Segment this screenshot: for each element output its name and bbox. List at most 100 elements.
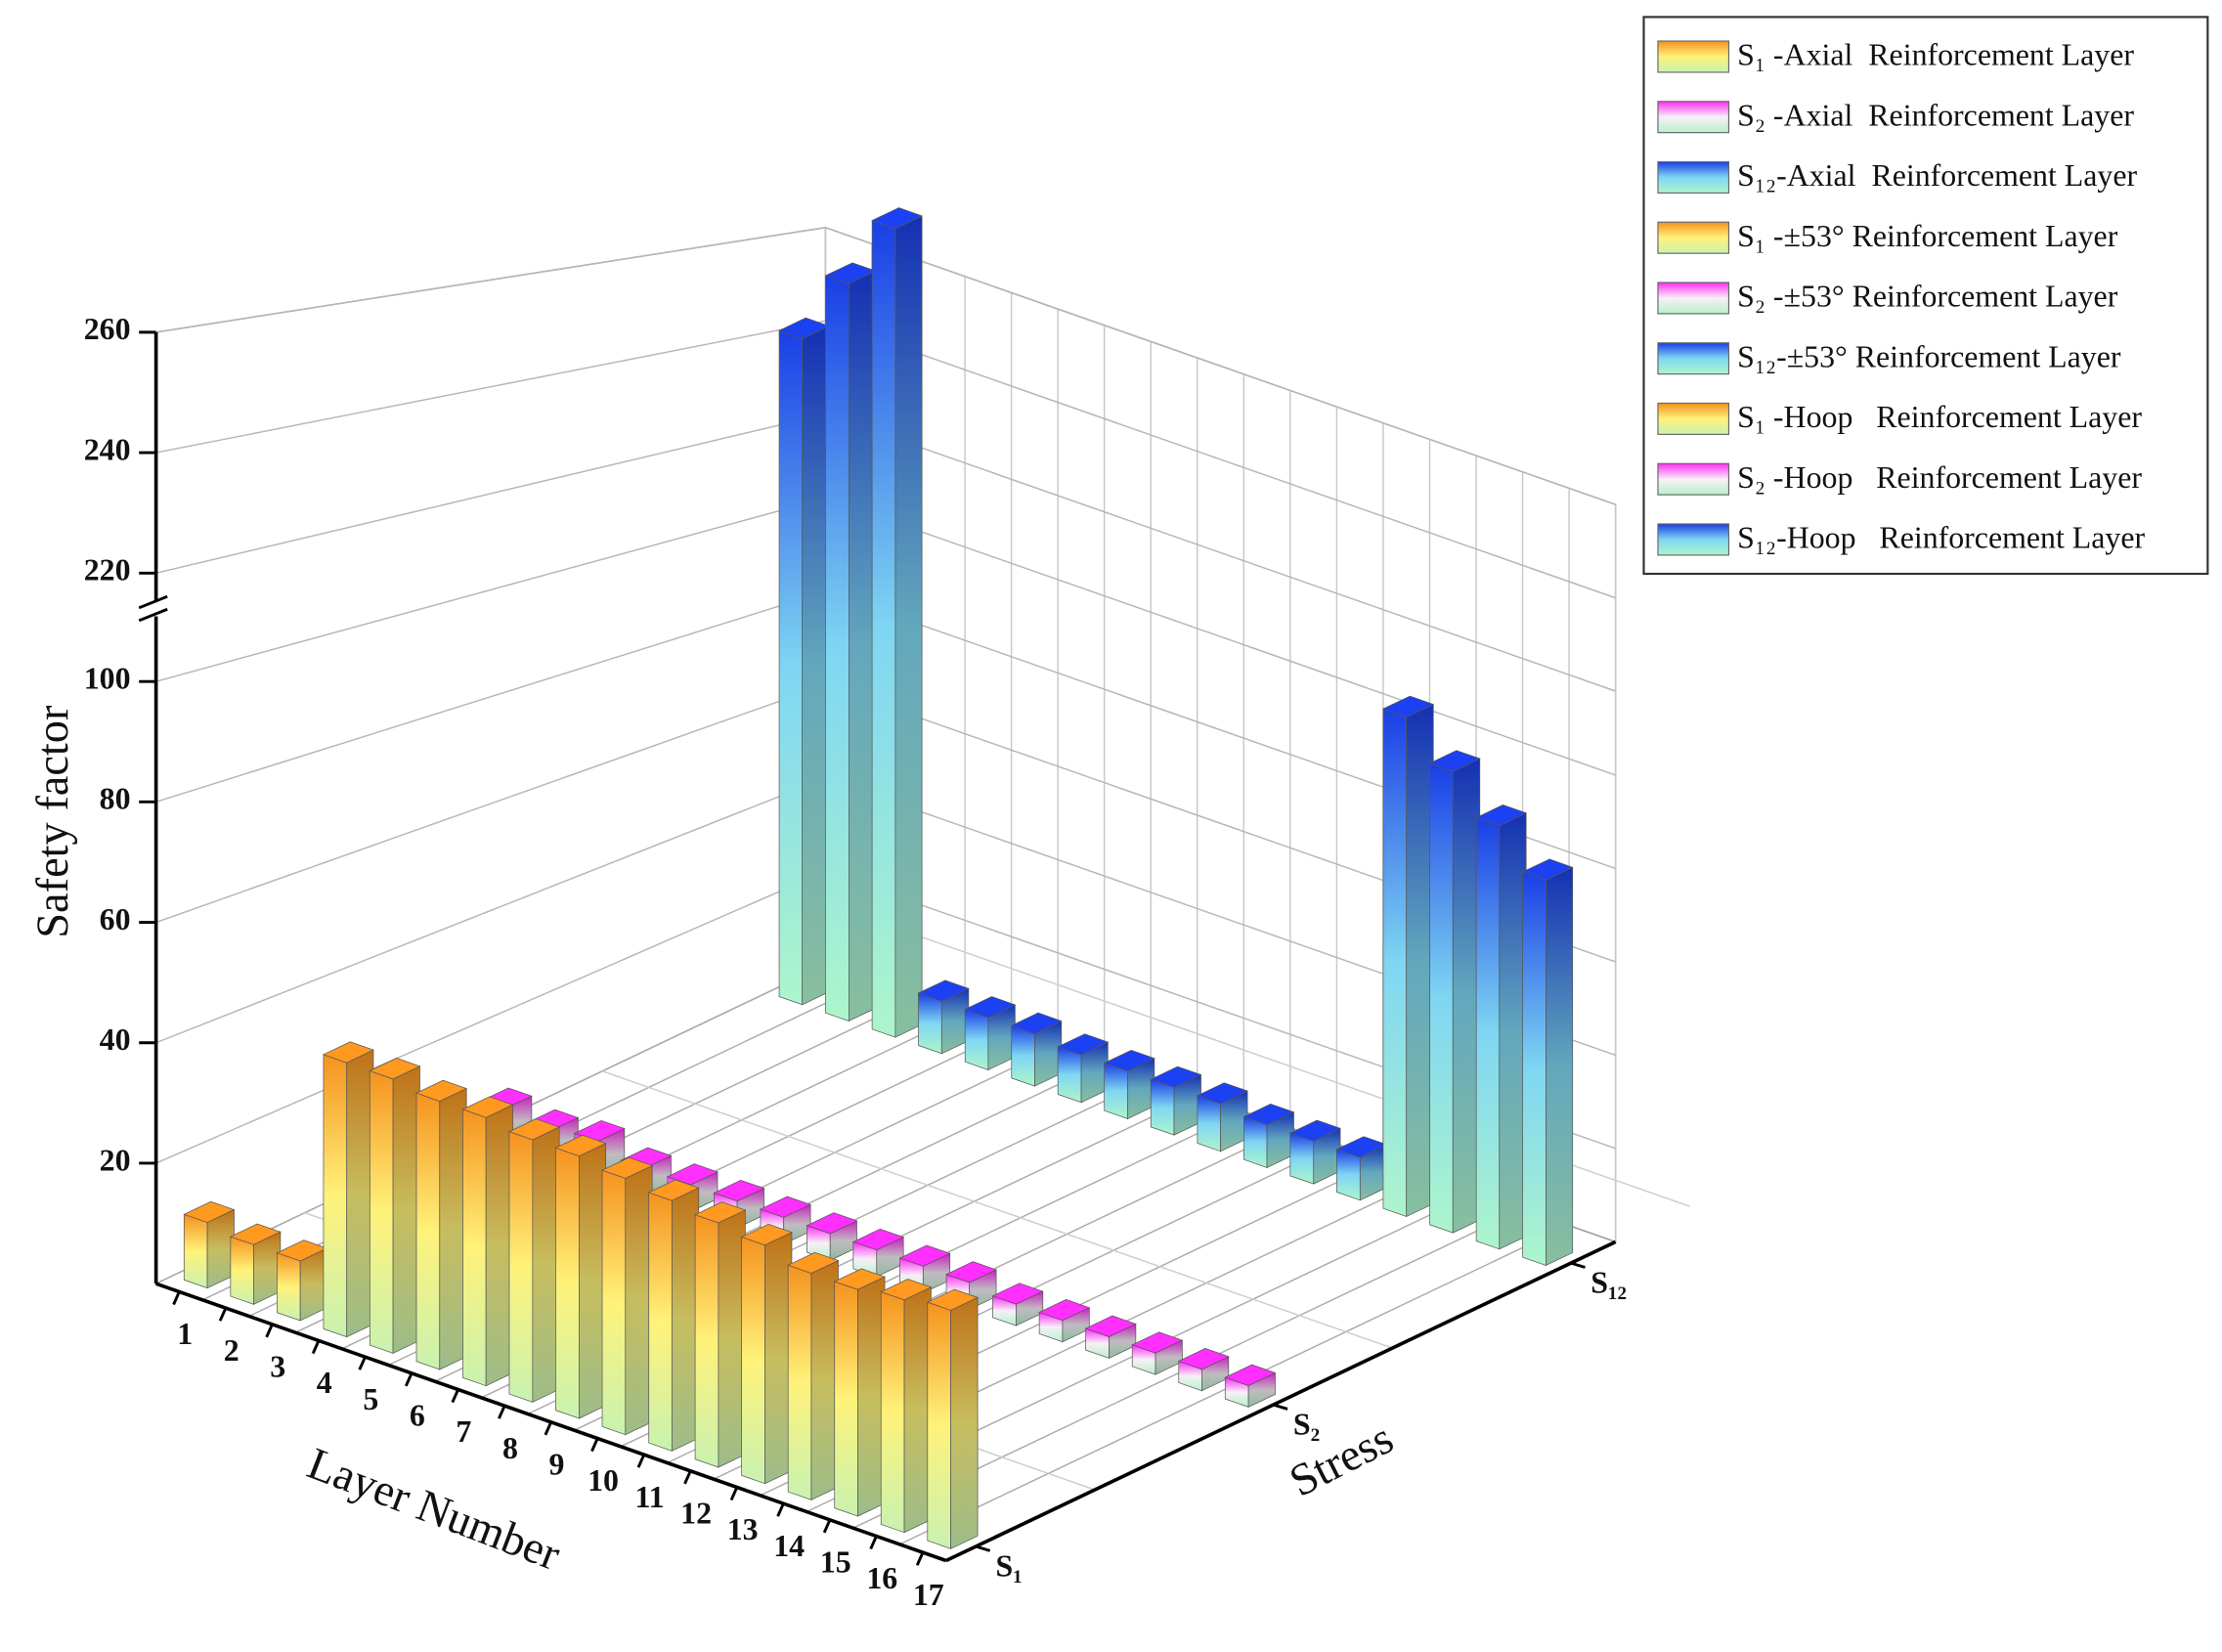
bar-top	[183, 1200, 236, 1223]
bar	[1475, 804, 1528, 1250]
legend-swatch	[1657, 282, 1730, 315]
legend-label: S₂ -Hoop Reinforcement Layer	[1737, 460, 2142, 495]
x-tick	[311, 1339, 321, 1355]
bar	[1196, 1082, 1249, 1152]
bar-side	[346, 1049, 374, 1338]
bar-front	[1150, 1078, 1175, 1136]
bar-top	[851, 1228, 905, 1251]
legend-swatch	[1657, 402, 1730, 435]
bar-top	[322, 1041, 374, 1064]
legend-label: S₁₂-±53° Reinforcement Layer	[1737, 339, 2121, 373]
x-tick-label: 16	[866, 1561, 897, 1595]
bar	[554, 1134, 607, 1419]
z-tick	[975, 1544, 991, 1552]
bar-front	[1382, 708, 1408, 1217]
bar-top	[898, 1244, 951, 1267]
bar-front	[1475, 816, 1501, 1250]
bar	[1010, 1012, 1063, 1087]
x-tick-label: 3	[270, 1350, 285, 1384]
bar-front	[1243, 1115, 1268, 1168]
legend-label: S₁₂-Hoop Reinforcement Layer	[1737, 521, 2145, 555]
floor-grid	[601, 1070, 1393, 1349]
bar-side	[206, 1208, 235, 1289]
bar-top	[507, 1118, 561, 1141]
legend-label: S₂ -±53° Reinforcement Layer	[1737, 280, 2118, 314]
bar-top	[229, 1223, 282, 1245]
legend-label: S₁ -±53° Reinforcement Layer	[1737, 219, 2118, 253]
bar	[1335, 1136, 1388, 1201]
x-tick	[776, 1502, 785, 1517]
bar-top	[694, 1201, 747, 1224]
legend-swatch	[1657, 40, 1730, 73]
x-tick-label: 6	[410, 1399, 425, 1433]
bar-front	[918, 992, 942, 1055]
bar-side	[950, 1296, 979, 1549]
z-tick	[1273, 1403, 1288, 1411]
bar	[1224, 1364, 1277, 1408]
legend-swatch	[1657, 523, 1730, 556]
x-tick-label: 11	[635, 1480, 665, 1514]
bar	[991, 1282, 1044, 1326]
bar-front	[508, 1131, 534, 1403]
bar-side	[579, 1143, 607, 1419]
bar-front	[323, 1054, 348, 1338]
bar-top	[833, 1268, 886, 1290]
bar	[694, 1201, 747, 1468]
bar-top	[1196, 1082, 1249, 1105]
x-tick	[358, 1356, 367, 1370]
bar-top	[964, 996, 1017, 1019]
bar-side	[532, 1126, 560, 1403]
bar-side	[1546, 866, 1574, 1267]
bar-top	[1131, 1331, 1184, 1354]
bar-top	[415, 1079, 468, 1103]
bar-top	[1084, 1315, 1137, 1337]
y-tick-label: 260	[84, 312, 131, 346]
y-tick-label: 80	[100, 782, 131, 816]
bar-front	[1011, 1024, 1035, 1087]
x-tick	[544, 1421, 553, 1436]
bar	[1150, 1065, 1202, 1136]
bar	[917, 979, 970, 1055]
bar-front	[825, 275, 850, 1022]
bar	[1381, 695, 1435, 1218]
x-tick	[636, 1454, 646, 1468]
bar-front	[415, 1092, 441, 1370]
bar	[964, 996, 1017, 1071]
bar	[1103, 1050, 1155, 1120]
x-tick	[172, 1290, 181, 1306]
bar	[806, 1212, 858, 1261]
x-tick	[451, 1388, 459, 1404]
bar-front	[834, 1281, 858, 1517]
y-tick-label: 40	[100, 1022, 131, 1057]
bar	[461, 1096, 514, 1387]
bar-top	[713, 1179, 765, 1202]
x-tick	[683, 1470, 692, 1485]
bar-side	[625, 1164, 653, 1436]
z-tick-label: S₁	[996, 1549, 1023, 1584]
x-tick-label: 12	[680, 1497, 712, 1531]
bar-top	[1288, 1119, 1341, 1142]
bar	[1177, 1348, 1230, 1392]
bar	[1428, 750, 1481, 1234]
bar-front	[964, 1009, 989, 1070]
bar-top	[945, 1261, 998, 1283]
legend: S₁ -Axial Reinforcement Layer S₂ -Axial R…	[1642, 16, 2209, 576]
bar	[322, 1041, 374, 1338]
bar-front	[369, 1069, 394, 1354]
x-tick-label: 10	[588, 1463, 619, 1498]
bar-front	[741, 1236, 765, 1485]
bar-top	[1381, 695, 1435, 717]
bar-top	[1224, 1364, 1277, 1386]
legend-swatch	[1657, 462, 1730, 496]
x-tick-label: 14	[773, 1529, 805, 1563]
bar-front	[1104, 1062, 1128, 1119]
bar-top	[461, 1096, 514, 1118]
legend-swatch	[1657, 160, 1730, 194]
bar	[778, 317, 831, 1006]
bar-top	[554, 1134, 607, 1157]
bar-top	[991, 1282, 1044, 1305]
x-tick-label: 4	[317, 1366, 332, 1400]
bar	[926, 1288, 980, 1549]
bar-front	[1522, 871, 1547, 1266]
